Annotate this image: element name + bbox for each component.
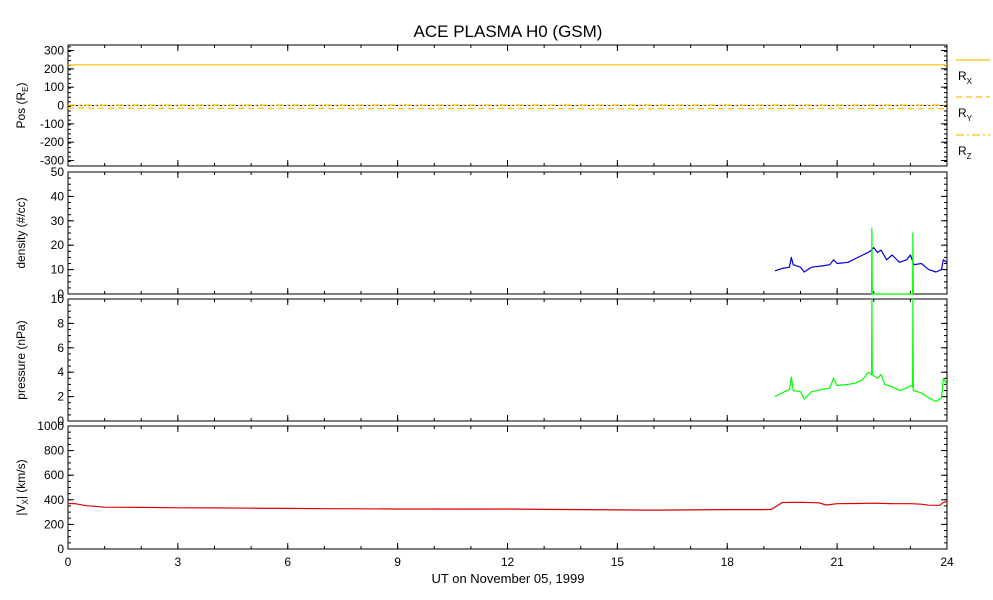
legend-label-subscript: X bbox=[967, 77, 973, 86]
y-tick-label: 8 bbox=[57, 316, 64, 330]
y-tick-label: 200 bbox=[44, 517, 64, 531]
y-tick-label: 30 bbox=[51, 214, 65, 228]
y-axis-label-density: density (#/cc) bbox=[14, 197, 28, 268]
y-tick-label: 40 bbox=[51, 189, 65, 203]
y-tick-label: 0 bbox=[57, 414, 64, 428]
y-tick-label: 10 bbox=[51, 292, 65, 306]
y-axis-label-end: ) bbox=[14, 82, 28, 86]
y-tick-label: 600 bbox=[44, 468, 64, 482]
y-tick-label: 20 bbox=[51, 238, 65, 252]
legend-label-main: R bbox=[958, 69, 967, 83]
x-tick-label: 24 bbox=[940, 555, 954, 569]
y-tick-label: 6 bbox=[57, 341, 64, 355]
y-tick-label: -200 bbox=[40, 135, 64, 149]
series-line-pressure bbox=[774, 298, 948, 403]
x-tick-label: 6 bbox=[284, 555, 291, 569]
x-tick-label: 15 bbox=[611, 555, 625, 569]
x-axis: 0 3 6 9 12 15 18 21 24 bbox=[65, 555, 954, 569]
legend-label-main: R bbox=[958, 106, 967, 120]
chart-title: ACE PLASMA H0 (GSM) bbox=[414, 22, 603, 41]
series-line-RY bbox=[67, 107, 948, 110]
x-tick-label: 18 bbox=[721, 555, 735, 569]
legend-label-1: RY bbox=[958, 106, 973, 123]
y-axis-label-subscript: X bbox=[21, 499, 30, 505]
x-tick-label: 12 bbox=[501, 555, 515, 569]
y-tick-label: 10 bbox=[51, 263, 65, 277]
x-tick-label: 21 bbox=[830, 555, 844, 569]
y-tick-label: 4 bbox=[57, 365, 64, 379]
panel-density: 50 40 30 20 10 0 density (#/cc) bbox=[14, 165, 948, 301]
y-tick-label: 300 bbox=[44, 44, 64, 58]
legend-label-0: RX bbox=[958, 69, 973, 86]
y-tick-label: -300 bbox=[40, 154, 64, 168]
y-tick-label: 0 bbox=[57, 542, 64, 556]
y-tick-label: 50 bbox=[51, 165, 65, 179]
x-tick-label: 0 bbox=[65, 555, 72, 569]
panel-vx: 1000 800 600 400 200 0 |VX| (km/s) bbox=[14, 419, 948, 556]
panel-pressure: 10 8 6 4 2 0 pressure (nPa) bbox=[14, 292, 948, 428]
y-axis-label-vx: |VX| (km/s) bbox=[14, 459, 30, 515]
y-axis-label-end: | (km/s) bbox=[14, 459, 28, 499]
legend-label-main: R bbox=[958, 144, 967, 158]
y-axis-label-main: |V bbox=[14, 505, 28, 516]
y-tick-label: 0 bbox=[57, 287, 64, 301]
x-tick-label: 9 bbox=[394, 555, 401, 569]
y-tick-label: 100 bbox=[44, 80, 64, 94]
series-line-density bbox=[774, 247, 948, 273]
y-axis-label-pressure: pressure (nPa) bbox=[14, 320, 28, 399]
series-line-density-alpha bbox=[870, 227, 914, 295]
y-tick-label: 400 bbox=[44, 493, 64, 507]
y-axis-label-main: Pos (R bbox=[14, 92, 28, 129]
y-tick-label: 200 bbox=[44, 62, 64, 76]
y-tick-label: 2 bbox=[57, 390, 64, 404]
x-axis-label: UT on November 05, 1999 bbox=[432, 571, 585, 586]
legend-label-2: RZ bbox=[958, 144, 972, 161]
y-tick-label: -100 bbox=[40, 117, 64, 131]
y-tick-label: 1000 bbox=[37, 419, 64, 433]
y-tick-label: 0 bbox=[57, 99, 64, 113]
x-tick-label: 3 bbox=[175, 555, 182, 569]
y-axis-label-subscript: E bbox=[21, 86, 30, 91]
series-line-Vx bbox=[67, 501, 948, 511]
legend-label-subscript: Y bbox=[967, 114, 973, 123]
y-axis-label-pos: Pos (RE) bbox=[14, 82, 30, 128]
y-tick-label: 800 bbox=[44, 444, 64, 458]
legend-label-subscript: Z bbox=[967, 152, 972, 161]
